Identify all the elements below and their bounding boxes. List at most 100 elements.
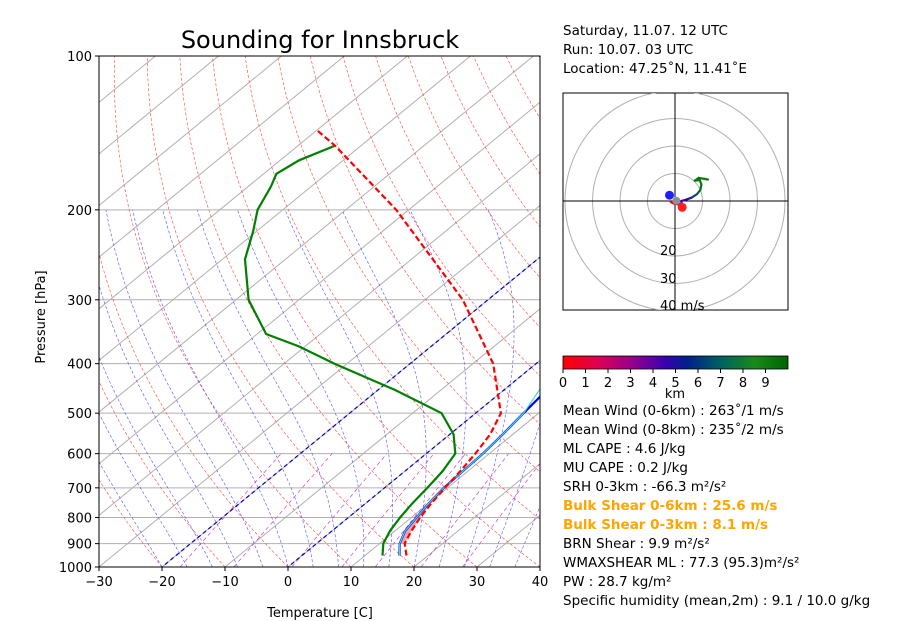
colorbar-tick-label: 2: [604, 376, 612, 391]
hodograph: [563, 93, 788, 310]
isotherm-line: [0, 56, 29, 567]
dry-adiabat: [277, 56, 540, 473]
colorbar-tick-label: 7: [716, 376, 724, 391]
mixing-ratio-line: [291, 453, 388, 567]
wmaxshear: WMAXSHEAR ML : 77.3 (95.3)m²/s²: [563, 555, 800, 571]
mean-wind-0-6: Mean Wind (0-6km) : 263˚/1 m/s: [563, 403, 784, 419]
hodo-trace-segment: [683, 196, 693, 202]
moist-adiabat: [132, 209, 289, 567]
isotherm-line: [99, 56, 345, 258]
moist-adiabat: [284, 209, 393, 567]
y-tick-label: 600: [67, 448, 92, 463]
colorbar-tick-label: 0: [559, 376, 567, 391]
left-mover-marker: [665, 190, 674, 200]
x-tick-label: 30: [469, 575, 486, 590]
y-tick-label: 700: [67, 482, 92, 497]
mixing-ratio-line: [341, 453, 435, 567]
moist-adiabat: [341, 209, 427, 567]
dry-adiabat: [407, 56, 540, 279]
bulk-shear-0-3: Bulk Shear 0-3km : 8.1 m/s: [563, 517, 769, 533]
hodo-ring-label: 30: [660, 272, 677, 287]
hodo-trace-segment: [697, 176, 707, 181]
mixing-ratio-line: [420, 453, 509, 567]
colorbar-tick-label: 1: [581, 376, 589, 391]
isotherm-line: [350, 411, 540, 567]
mean-wind-0-8: Mean Wind (0-8km) : 235˚/2 m/s: [563, 422, 784, 438]
moist-adiabat: [105, 209, 264, 567]
moist-adiabat: [237, 209, 365, 567]
isotherm-line: [224, 308, 540, 567]
dry-adiabat: [146, 56, 415, 567]
y-tick-label: 200: [67, 204, 92, 219]
precipitable-water: PW : 28.7 kg/m²: [563, 574, 672, 590]
x-tick-label: 10: [343, 575, 360, 590]
forecast-header: Saturday, 11.07. 12 UTC Run: 10.07. 03 U…: [563, 22, 747, 79]
dry-adiabat: [375, 56, 540, 328]
x-tick-label: 40: [532, 575, 549, 590]
isotherm-line: [99, 56, 219, 155]
mixing-ratio-lines: [179, 453, 540, 567]
srh-0-3: SRH 0-3km : -66.3 m²/s²: [563, 479, 727, 495]
y-tick-label: 900: [67, 538, 92, 553]
isotherm-line: [99, 56, 534, 413]
dry-adiabat: [244, 56, 540, 520]
x-axis-label: Temperature [C]: [266, 606, 373, 621]
moist-adiabats: [99, 209, 540, 567]
mixing-ratio-line: [233, 453, 333, 567]
colorbar-tick-label: 5: [671, 376, 679, 391]
mixing-ratio-line: [375, 453, 466, 567]
isotherm-line: [99, 101, 540, 465]
isotherm-line: [99, 56, 282, 207]
dry-adiabat: [179, 56, 478, 567]
isotherm-line: [99, 56, 471, 362]
colorbar-tick-label: 6: [694, 376, 702, 391]
dry-adiabat: [99, 479, 163, 567]
isotherm-line: [413, 463, 540, 567]
moist-adiabat: [99, 412, 188, 567]
isotherm-line: [99, 56, 408, 310]
x-tick-label: 20: [406, 575, 423, 590]
moist-adiabat: [409, 209, 467, 567]
y-tick-label: 1000: [59, 561, 92, 576]
dry-adiabat: [310, 56, 540, 425]
mu-cape: MU CAPE : 0.2 J/kg: [563, 460, 688, 476]
hodo-trace-segment: [704, 177, 710, 181]
dewpoint-line: [243, 144, 457, 556]
colorbar-tick-label: 4: [649, 376, 657, 391]
height-colorbar: [562, 355, 789, 370]
dry-adiabat: [342, 56, 540, 377]
valid-time: Saturday, 11.07. 12 UTC: [563, 23, 728, 39]
moist-adiabat: [197, 209, 339, 567]
y-tick-label: 300: [67, 294, 92, 309]
colorbar-tick-label: 3: [626, 376, 634, 391]
y-tick-label: 500: [67, 407, 92, 422]
model-run: Run: 10.07. 03 UTC: [563, 42, 694, 58]
moist-adiabat: [489, 421, 540, 567]
dry-adiabat: [113, 56, 352, 567]
right-mover-marker: [677, 202, 687, 212]
specific-humidity: Specific humidity (mean,2m) : 9.1 / 10.0…: [563, 593, 871, 609]
moist-adiabat: [99, 356, 213, 567]
dry-adiabats: [99, 56, 540, 567]
isobar-gridlines: [99, 56, 540, 567]
y-tick-label: 800: [67, 511, 92, 526]
isotherm-line: [99, 153, 540, 517]
x-tick-label: −20: [148, 575, 175, 590]
y-axis-label: Pressure [hPa]: [34, 270, 49, 363]
dry-adiabat: [99, 380, 226, 567]
moist-adiabat: [99, 461, 163, 567]
chart-title: Sounding for Innsbruck: [181, 26, 459, 54]
y-axis: 100 200 300 400 500 600 700 800 900 1000: [59, 50, 99, 576]
x-axis: −30 −20 −10 0 10 20 30 40: [85, 567, 548, 590]
x-tick-label: −10: [211, 575, 238, 590]
bulk-shear-0-6: Bulk Shear 0-6km : 25.6 m/s: [563, 498, 778, 514]
mixing-ratio-line: [462, 462, 540, 567]
brn-shear: BRN Shear : 9.9 m²/s²: [563, 536, 710, 552]
y-tick-label: 100: [67, 50, 92, 65]
ml-cape: ML CAPE : 4.6 J/kg: [563, 441, 686, 457]
plot-frame: [98, 55, 541, 568]
parcel-line: [316, 129, 503, 556]
colorbar-tick-label: 9: [761, 376, 769, 391]
storm-motion-marker: [672, 196, 681, 205]
